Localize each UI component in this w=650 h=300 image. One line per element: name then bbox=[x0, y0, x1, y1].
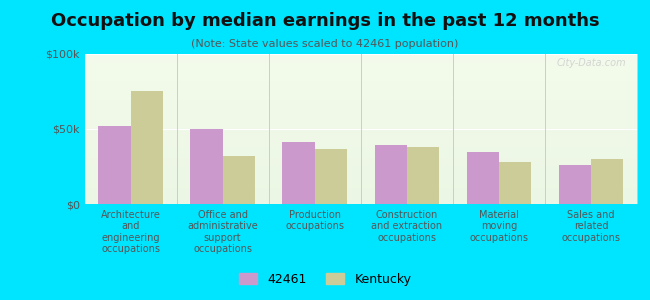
Legend: 42461, Kentucky: 42461, Kentucky bbox=[234, 268, 416, 291]
Bar bbox=[591, 159, 623, 204]
Bar bbox=[315, 148, 347, 204]
Text: (Note: State values scaled to 42461 population): (Note: State values scaled to 42461 popu… bbox=[191, 39, 459, 49]
Bar bbox=[190, 129, 222, 204]
Text: City-Data.com: City-Data.com bbox=[556, 58, 626, 68]
Bar bbox=[499, 162, 531, 204]
Bar bbox=[222, 156, 255, 204]
Bar bbox=[559, 165, 591, 204]
Bar bbox=[131, 92, 162, 204]
Bar bbox=[467, 152, 499, 204]
Bar bbox=[283, 142, 315, 204]
Bar bbox=[374, 146, 407, 204]
Bar bbox=[98, 126, 131, 204]
Text: Occupation by median earnings in the past 12 months: Occupation by median earnings in the pas… bbox=[51, 12, 599, 30]
Bar bbox=[407, 147, 439, 204]
